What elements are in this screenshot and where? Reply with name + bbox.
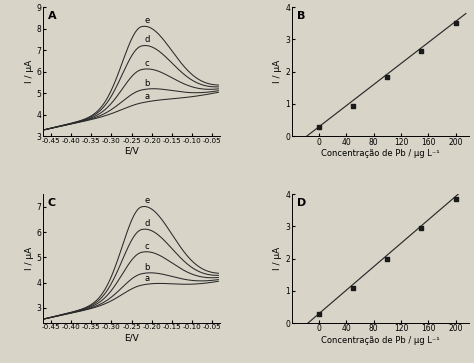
X-axis label: E/V: E/V (124, 146, 139, 155)
Text: C: C (48, 198, 56, 208)
X-axis label: Concentração de Pb / μg L⁻¹: Concentração de Pb / μg L⁻¹ (321, 336, 440, 345)
Text: e: e (145, 196, 150, 205)
Point (383, 256, 391, 261)
Point (418, 49, 425, 54)
X-axis label: Concentração de Pb / μg L⁻¹: Concentração de Pb / μg L⁻¹ (321, 149, 440, 158)
Point (315, 124, 323, 130)
Point (452, 196, 459, 202)
Text: d: d (145, 36, 150, 44)
Text: d: d (145, 219, 150, 228)
Text: e: e (145, 16, 150, 25)
Point (349, 103, 357, 109)
Y-axis label: I / μA: I / μA (273, 60, 283, 83)
Text: b: b (145, 263, 150, 272)
Text: c: c (145, 241, 149, 250)
Point (452, 20, 459, 26)
Text: B: B (297, 11, 305, 21)
Y-axis label: I / μA: I / μA (25, 60, 34, 83)
Y-axis label: I / μA: I / μA (273, 247, 283, 270)
X-axis label: E/V: E/V (124, 333, 139, 342)
Point (383, 74, 391, 79)
Text: b: b (145, 79, 150, 89)
Y-axis label: I / μA: I / μA (25, 247, 34, 270)
Point (349, 285, 357, 290)
Text: a: a (145, 274, 150, 284)
Text: D: D (297, 198, 306, 208)
Point (315, 311, 323, 317)
Text: a: a (145, 92, 150, 101)
Text: c: c (145, 59, 149, 68)
Text: A: A (48, 11, 56, 21)
Point (418, 225, 425, 231)
